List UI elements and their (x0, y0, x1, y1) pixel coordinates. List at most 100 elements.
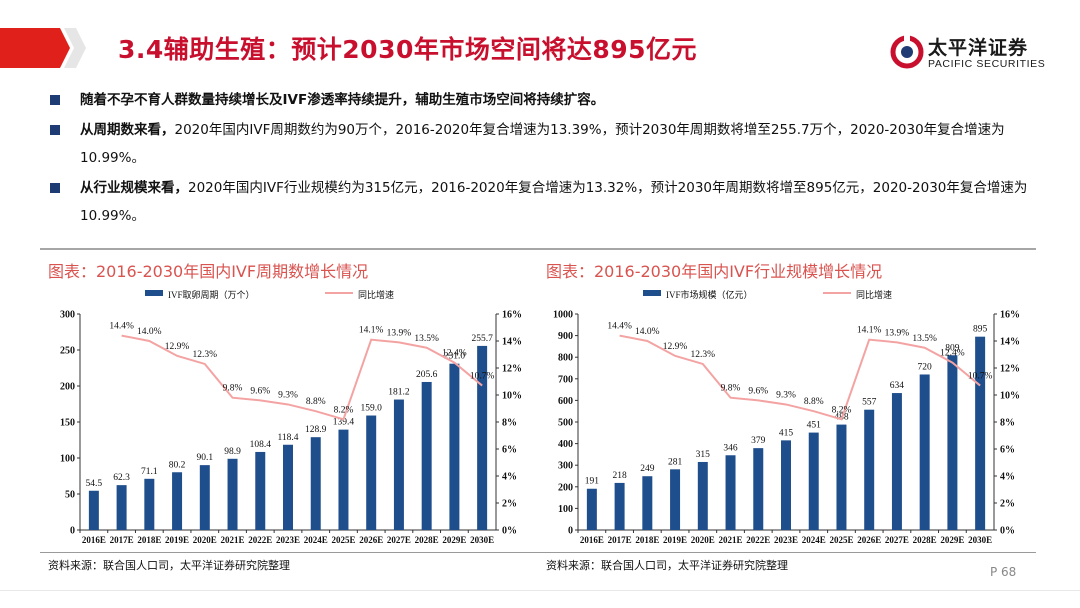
legend-label-line: 同比增速 (358, 289, 394, 300)
x-tick-label: 2027E (387, 535, 411, 545)
line-value-label: 9.8% (721, 384, 741, 394)
bar-value-label: 281 (668, 457, 683, 467)
series-line-growth (619, 334, 981, 421)
line-value-label: 14.4% (109, 322, 134, 332)
y-tick-label-left: 0 (568, 526, 573, 537)
line-value-label: 9.3% (776, 390, 796, 400)
line-value-label: 10.7% (470, 372, 495, 382)
x-tick-label: 2022E (746, 535, 770, 545)
y-tick-label-right: 4% (1000, 472, 1015, 483)
y-tick-label-right: 6% (502, 445, 517, 456)
bar-value-label: 809 (945, 343, 960, 353)
y-tick-label-right: 16% (502, 310, 522, 321)
y-tick-label-left: 900 (558, 331, 573, 342)
x-tick-label: 2028E (913, 535, 937, 545)
x-tick-label: 2025E (829, 535, 853, 545)
x-tick-label: 2030E (968, 535, 992, 545)
y-tick-label-left: 600 (558, 396, 573, 407)
x-tick-label: 2022E (248, 535, 272, 545)
bar (310, 437, 321, 530)
bullet-text: 2020年国内IVF行业规模约为315亿元，2016-2020年复合增速为13.… (80, 180, 1028, 224)
page-title: 3.4辅助生殖：预计2030年市场空间将达895亿元 (118, 35, 698, 64)
legend-label-bar: IVF市场规模（亿元） (666, 289, 753, 300)
bar (725, 455, 736, 530)
bar (283, 444, 293, 530)
bullet-bold-text: 随着不孕不育人群数量持续增长及IVF渗透率持续提升，辅助生殖市场空间将持续扩容。 (80, 92, 605, 108)
y-tick-label-right: 0% (502, 526, 517, 537)
line-value-label: 14.0% (635, 327, 660, 337)
y-tick-label-right: 2% (502, 499, 517, 510)
bar-value-label: 315 (696, 450, 711, 460)
page-number: P 68 (990, 565, 1017, 579)
legend-label-bar: IVF取卵周期（万个） (168, 290, 255, 300)
y-tick-label-right: 4% (502, 472, 517, 483)
x-tick-label: 2027E (885, 535, 909, 545)
x-tick-label: 2030E (470, 535, 494, 545)
line-value-label: 12.4% (442, 349, 467, 359)
bullet-item: 从行业规模来看，2020年国内IVF行业规模约为315亿元，2016-2020年… (50, 174, 1050, 230)
panel-divider (40, 552, 538, 553)
bar (144, 478, 155, 530)
chart-panel-market: 图表：2016-2030年国内IVF行业规模增长情况 IVF市场规模（亿元） 同比… (538, 248, 1036, 578)
legend-swatch-bar (643, 290, 661, 296)
bar-value-label: 557 (862, 398, 877, 408)
bar (808, 432, 819, 530)
bar (975, 336, 986, 530)
line-value-label: 12.9% (663, 342, 688, 352)
y-tick-label-right: 10% (502, 391, 522, 402)
bar-value-label: 98.9 (224, 447, 241, 457)
x-tick-label: 2020E (193, 535, 217, 545)
bar (836, 424, 847, 530)
bar-value-label: 451 (807, 421, 822, 431)
header-arrow-decoration (0, 28, 86, 68)
company-logo: 太平洋证券 PACIFIC SECURITIES (890, 30, 1060, 74)
line-value-label: 9.8% (223, 384, 243, 394)
bar (227, 458, 238, 530)
y-tick-label-right: 14% (502, 337, 522, 348)
y-tick-label-right: 10% (1000, 391, 1020, 402)
bar-value-label: 62.3 (113, 473, 130, 483)
line-value-label: 14.4% (607, 322, 632, 332)
bar-value-label: 720 (918, 362, 933, 372)
panel-divider (538, 552, 1036, 553)
chart-panel-cycles: 图表：2016-2030年国内IVF周期数增长情况 IVF取卵周期（万个） 同比增… (40, 248, 538, 578)
y-tick-label-right: 12% (502, 364, 522, 375)
bar-value-label: 895 (973, 325, 988, 335)
x-tick-label: 2028E (415, 535, 439, 545)
bar (477, 345, 488, 530)
bar-value-label: 118.4 (277, 433, 298, 443)
line-value-label: 8.8% (306, 397, 326, 407)
line-value-label: 13.9% (885, 328, 910, 338)
x-tick-label: 2021E (221, 535, 245, 545)
footer-divider (0, 590, 1080, 591)
chart-ivf-cycles: IVF取卵周期（万个） 同比增速 0 50 100 150 200 250 300 0% 2% 4% 6… (60, 289, 522, 545)
y-tick-label-right: 0% (1000, 526, 1015, 537)
bar (642, 476, 653, 530)
chart-title: 图表：2016-2030年国内IVF周期数增长情况 (48, 262, 369, 281)
x-tick-label: 2019E (165, 535, 189, 545)
bar-value-label: 80.2 (169, 460, 186, 470)
panel-divider (538, 248, 1036, 250)
bar-value-label: 415 (779, 428, 794, 438)
bar (116, 485, 127, 530)
bullet-bold-text: 从行业规模来看， (80, 180, 188, 196)
legend-label-line: 同比增速 (856, 289, 892, 300)
y-tick-label-left: 100 (60, 454, 75, 465)
bar (781, 440, 791, 530)
bar-value-label: 255.7 (471, 334, 493, 344)
line-value-label: 10.7% (968, 372, 993, 382)
x-tick-label: 2025E (331, 535, 355, 545)
y-tick-label-left: 700 (558, 374, 573, 385)
line-value-label: 13.5% (912, 334, 937, 344)
bar (864, 409, 875, 530)
x-tick-label: 2020E (691, 535, 715, 545)
x-tick-label: 2017E (110, 535, 134, 545)
y-tick-label-left: 800 (558, 353, 573, 364)
line-value-label: 12.9% (165, 342, 190, 352)
bar (172, 472, 183, 530)
x-tick-label: 2024E (304, 535, 328, 545)
y-tick-label-right: 8% (1000, 418, 1015, 429)
bar-value-label: 191 (585, 477, 600, 487)
bar (919, 374, 930, 530)
bar (421, 381, 432, 530)
